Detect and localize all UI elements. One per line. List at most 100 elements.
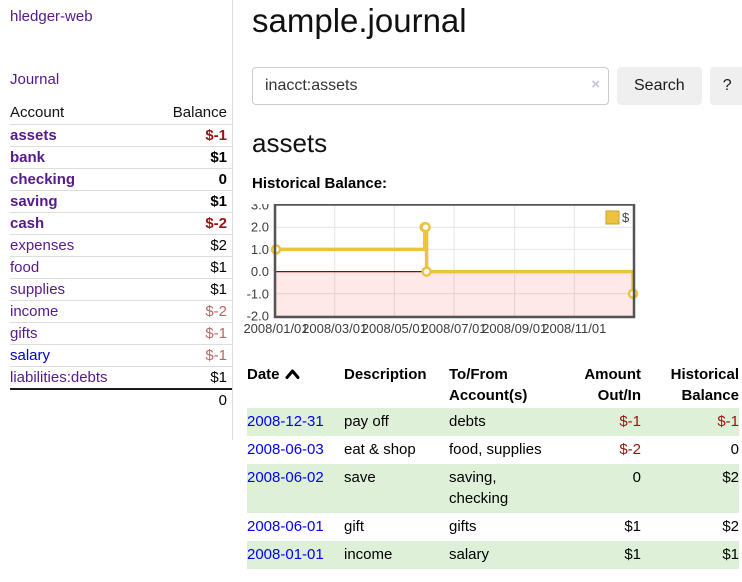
transaction-balance: 0 [730,441,739,459]
account-cell: gifts [10,322,149,345]
transaction-row: 2008-06-02 save saving, checking 0 $2 [247,464,739,513]
accounts-total-row: 0 [10,388,232,411]
accounts-total-spacer [10,388,149,411]
account-cell: salary [10,344,149,367]
sidebar-account-link[interactable]: income [10,303,59,320]
accounts-header-row: Account Balance [10,101,232,125]
search-form: × Search ? [252,66,742,105]
transaction-row: 2008-01-01 income salary $1 $1 [247,541,739,570]
account-cell: expenses [10,234,149,257]
svg-text:$: $ [622,210,630,225]
col-historical-balance: Historical Balance [670,365,739,404]
sidebar-account-link[interactable]: saving [10,193,58,210]
sidebar: hledger-web Journal Account Balance asse… [0,0,233,440]
transaction-balance: $2 [641,464,739,513]
account-balance: $-1 [148,344,232,367]
transaction-date-link[interactable]: 2008-01-01 [247,546,324,564]
transaction-row: 2008-12-31 pay off debts $-1 $-1 [247,407,739,437]
transaction-date-link[interactable]: 2008-06-02 [247,469,324,487]
account-heading: assets [252,127,328,158]
clear-search-icon[interactable]: × [591,75,600,93]
chart-title: Historical Balance: [252,174,388,192]
transaction-accounts: food, supplies [449,441,542,459]
account-cell: cash [10,212,149,235]
transaction-accounts: gifts [449,517,477,535]
account-balance: $-2 [148,300,232,323]
transaction-description: income [344,541,449,570]
account-balance: $1 [148,256,232,279]
transaction-date-link[interactable]: 2008-06-03 [247,441,324,459]
transaction-description: eat & shop [344,441,416,459]
account-balance: $2 [148,234,232,257]
transaction-date-link[interactable]: 2008-12-31 [247,412,324,430]
account-cell: supplies [10,278,149,301]
search-input-wrap: × [252,66,609,105]
account-row: checking 0 [10,168,232,191]
nav-journal-link[interactable]: Journal [10,71,60,88]
transaction-date-cell: 2008-06-03 [247,436,344,464]
brand-link[interactable]: hledger-web [10,8,93,25]
help-button[interactable]: ? [709,66,742,105]
transaction-balance: $-1 [641,407,739,437]
account-row: saving $1 [10,190,232,213]
account-balance: $-1 [148,124,232,147]
historical-balance-chart[interactable]: 3.0 2.0 1.0 0.0 -1.0 -2.0 2008/01/01 2008/03/01… [243,203,742,346]
sidebar-account-link[interactable]: liabilities:debts [10,369,108,386]
register-rows: 2008-12-31 pay off debts $-1 $-1 2008-06-03 ea… [247,407,739,570]
transaction-date-cell: 2008-01-01 [247,541,344,570]
account-balance: $1 [148,278,232,301]
col-date[interactable]: Date [247,362,344,408]
sort-ascending-icon [285,369,300,379]
sidebar-account-link[interactable]: supplies [10,281,66,298]
svg-text:2008/09/01: 2008/09/01 [482,321,547,336]
transaction-row: 2008-06-03 eat & shop food, supplies $-2 0 [247,436,739,464]
sidebar-account-link[interactable]: checking [10,171,76,188]
transaction-date-cell: 2008-12-31 [247,407,344,437]
svg-text:0.0: 0.0 [251,264,269,279]
search-input[interactable] [252,66,609,105]
page-title: sample.journal [252,2,467,39]
transaction-amount: $-2 [619,441,641,459]
transaction-date-cell: 2008-06-01 [247,513,344,541]
transaction-accounts: salary [449,541,561,570]
transaction-row: 2008-06-01 gift gifts $1 $2 [247,513,739,541]
account-cell: checking [10,168,149,191]
account-rows: assets $-1 bank $1 checking 0 saving $1 cash $-2 e… [10,124,232,389]
svg-text:2008/01/01: 2008/01/01 [243,321,308,336]
account-cell: liabilities:debts [10,366,149,389]
register-table: Date Description To/From Account(s) Amou… [247,362,739,570]
sidebar-account-link[interactable]: food [10,259,40,276]
transaction-date-link[interactable]: 2008-06-01 [247,517,324,535]
main-content: sample.journal × Search ? assets Histori… [233,0,742,570]
transaction-balance: $2 [722,517,739,535]
sidebar-account-link[interactable]: bank [10,149,46,166]
account-cell: food [10,256,149,279]
sidebar-account-link[interactable]: cash [10,215,45,232]
account-balance: $-1 [148,322,232,345]
accounts-table: Account Balance assets $-1 bank $1 checking 0… [10,101,232,411]
account-cell: saving [10,190,149,213]
svg-text:3.0: 3.0 [251,204,269,213]
sidebar-account-link[interactable]: gifts [10,325,38,342]
account-row: liabilities:debts $1 [10,366,232,389]
transaction-accounts: saving, checking [449,464,561,513]
col-amount: Amount Out/In [584,365,641,404]
col-tofrom-accounts: To/From Account(s) [449,365,528,404]
svg-text:2008/11/01: 2008/11/01 [542,321,606,336]
account-balance: 0 [148,168,232,191]
account-row: gifts $-1 [10,322,232,345]
search-button[interactable]: Search [617,66,702,105]
account-row: supplies $1 [10,278,232,301]
sidebar-account-link[interactable]: expenses [10,237,75,254]
svg-text:2008/07/01: 2008/07/01 [421,321,486,336]
transaction-amount: $-1 [561,407,641,437]
account-row: cash $-2 [10,212,232,235]
transaction-description: gift [344,517,365,535]
page: hledger-web Journal Account Balance asse… [0,0,742,570]
sidebar-account-link[interactable]: assets [10,127,57,144]
transaction-description: pay off [344,407,449,437]
svg-text:2008/05/01: 2008/05/01 [362,321,427,336]
account-row: assets $-1 [10,124,232,147]
sidebar-account-link[interactable]: salary [10,347,51,364]
transaction-accounts: debts [449,407,561,437]
